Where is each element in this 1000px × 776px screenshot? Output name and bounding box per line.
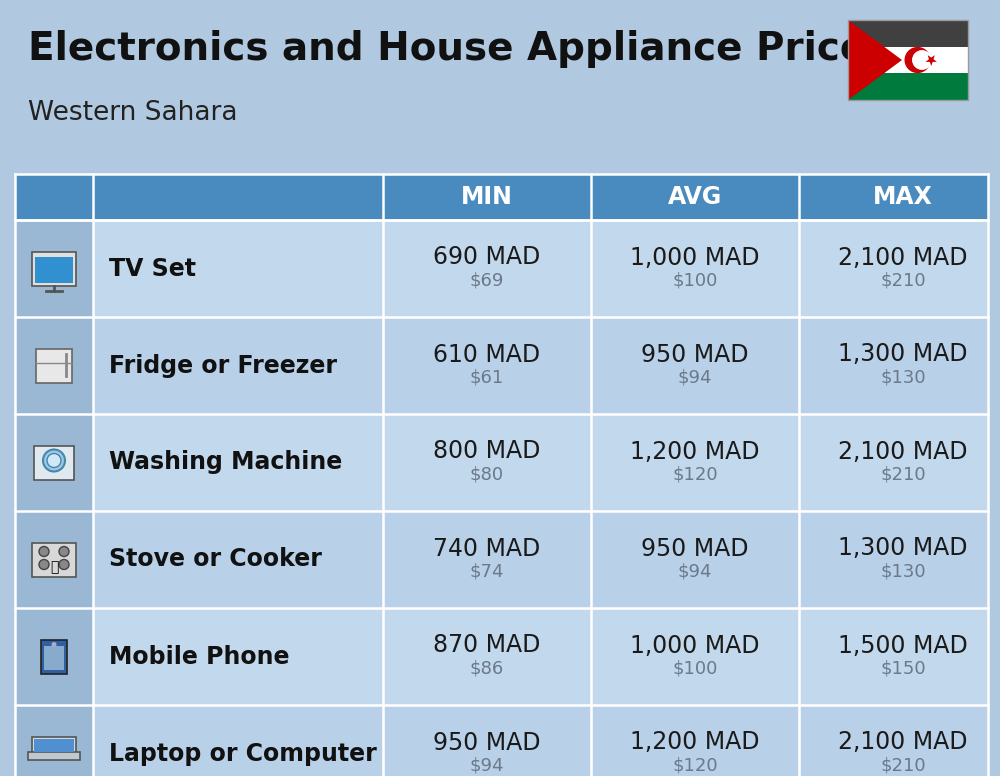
- Text: $100: $100: [672, 272, 718, 289]
- Bar: [15, 511, 988, 608]
- Bar: [15, 608, 988, 705]
- Circle shape: [39, 546, 49, 556]
- Bar: [32, 542, 76, 577]
- Text: $69: $69: [470, 272, 504, 289]
- Bar: [15, 317, 93, 414]
- Circle shape: [39, 559, 49, 570]
- Circle shape: [43, 449, 65, 472]
- Text: $210: $210: [880, 272, 926, 289]
- Text: 690 MAD: 690 MAD: [433, 245, 541, 269]
- Text: $94: $94: [678, 369, 712, 386]
- Text: 2,100 MAD: 2,100 MAD: [838, 245, 968, 269]
- Text: Mobile Phone: Mobile Phone: [109, 645, 290, 668]
- Text: 1,300 MAD: 1,300 MAD: [838, 536, 968, 560]
- Bar: [41, 639, 67, 674]
- Text: 1,000 MAD: 1,000 MAD: [630, 633, 760, 657]
- Text: MIN: MIN: [461, 185, 513, 209]
- Text: 2,100 MAD: 2,100 MAD: [838, 730, 968, 754]
- Text: $94: $94: [678, 563, 712, 580]
- Text: 740 MAD: 740 MAD: [433, 536, 541, 560]
- Text: 1,200 MAD: 1,200 MAD: [630, 439, 760, 463]
- Text: 1,300 MAD: 1,300 MAD: [838, 342, 968, 366]
- Bar: [34, 445, 74, 480]
- Circle shape: [47, 453, 61, 467]
- Text: $130: $130: [880, 563, 926, 580]
- Text: 950 MAD: 950 MAD: [641, 536, 749, 560]
- Text: MAX: MAX: [873, 185, 933, 209]
- Bar: [28, 751, 80, 760]
- Bar: [848, 20, 968, 100]
- Text: Fridge or Freezer: Fridge or Freezer: [109, 354, 337, 377]
- Text: $210: $210: [880, 466, 926, 483]
- Text: Stove or Cooker: Stove or Cooker: [109, 548, 322, 571]
- Bar: [34, 739, 74, 751]
- Bar: [44, 646, 64, 670]
- Text: $100: $100: [672, 660, 718, 677]
- Text: Laptop or Computer: Laptop or Computer: [109, 742, 377, 765]
- Bar: [15, 317, 988, 414]
- Polygon shape: [848, 20, 902, 100]
- Text: $130: $130: [880, 369, 926, 386]
- Bar: [36, 348, 72, 383]
- Bar: [848, 20, 968, 47]
- Text: 610 MAD: 610 MAD: [433, 342, 541, 366]
- Text: 950 MAD: 950 MAD: [641, 342, 749, 366]
- Bar: [15, 705, 988, 776]
- Text: 2,100 MAD: 2,100 MAD: [838, 439, 968, 463]
- Circle shape: [913, 50, 931, 69]
- Circle shape: [905, 47, 930, 72]
- Text: $150: $150: [880, 660, 926, 677]
- Text: Electronics and House Appliance Prices: Electronics and House Appliance Prices: [28, 30, 889, 68]
- Text: $74: $74: [470, 563, 504, 580]
- Text: $120: $120: [672, 466, 718, 483]
- Text: 870 MAD: 870 MAD: [433, 633, 541, 657]
- Text: $61: $61: [470, 369, 504, 386]
- Text: $94: $94: [470, 757, 504, 774]
- Bar: [848, 47, 968, 74]
- Text: TV Set: TV Set: [109, 257, 196, 280]
- Bar: [15, 174, 988, 220]
- Text: 1,200 MAD: 1,200 MAD: [630, 730, 760, 754]
- Text: AVG: AVG: [668, 185, 722, 209]
- Circle shape: [59, 546, 69, 556]
- Text: $80: $80: [470, 466, 504, 483]
- Text: $120: $120: [672, 757, 718, 774]
- Bar: [15, 414, 988, 511]
- Bar: [15, 220, 93, 317]
- Text: 1,000 MAD: 1,000 MAD: [630, 245, 760, 269]
- Text: Washing Machine: Washing Machine: [109, 451, 342, 474]
- Bar: [15, 705, 93, 776]
- Text: $86: $86: [470, 660, 504, 677]
- Bar: [15, 608, 93, 705]
- Bar: [848, 74, 968, 100]
- Bar: [15, 220, 988, 317]
- Text: 800 MAD: 800 MAD: [433, 439, 541, 463]
- Circle shape: [52, 642, 56, 647]
- Text: Western Sahara: Western Sahara: [28, 100, 238, 126]
- Circle shape: [59, 559, 69, 570]
- Polygon shape: [926, 55, 937, 66]
- Bar: [848, 20, 968, 100]
- Bar: [35, 257, 73, 282]
- Text: $210: $210: [880, 757, 926, 774]
- Bar: [32, 251, 76, 286]
- Text: 950 MAD: 950 MAD: [433, 730, 541, 754]
- Text: 1,500 MAD: 1,500 MAD: [838, 633, 968, 657]
- Bar: [15, 511, 93, 608]
- Text: 🔥: 🔥: [50, 560, 58, 574]
- Bar: [15, 414, 93, 511]
- Bar: [32, 736, 76, 753]
